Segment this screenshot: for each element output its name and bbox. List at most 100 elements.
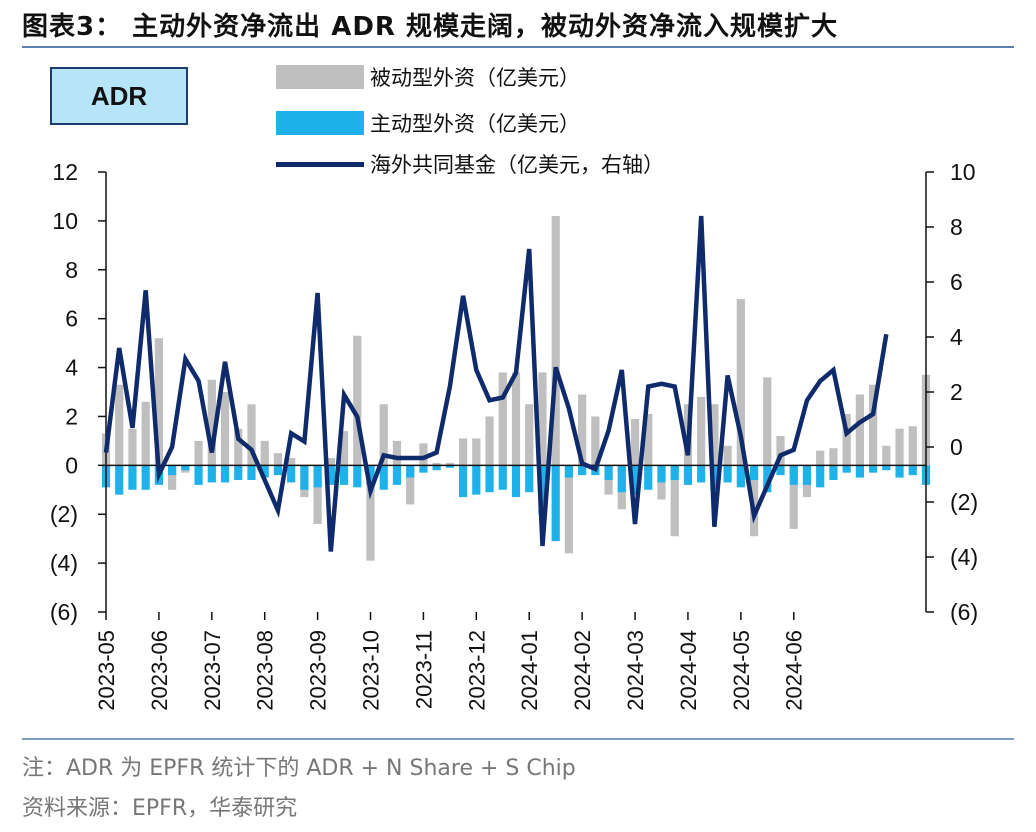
active-bar [392,465,402,485]
active-bar [220,465,230,483]
x-tick-label: 2023-10 [359,630,384,711]
source-note: 资料来源：EPFR，华泰研究 [22,796,298,821]
active-bar [445,465,454,468]
passive-bar [207,379,216,466]
x-tick-label: 2024-05 [729,630,754,711]
passive-bar [538,372,547,466]
passive-bar [392,440,402,466]
active-bar [895,465,904,478]
passive-bar [630,418,640,466]
active-bar [287,465,296,483]
active-bar [498,465,507,490]
x-tick-label: 2023-11 [411,630,436,709]
passive-bar [194,440,203,466]
active-bar [829,465,838,480]
active-bar [313,465,322,488]
active-bar [128,465,137,490]
passive-bar [141,401,150,466]
active-bar [882,465,891,471]
active-bar [578,465,587,476]
active-bar [617,465,626,493]
passive-bar [419,443,428,466]
legend-label-active: 主动型外资（亿美元） [370,112,580,136]
passive-bar [829,448,838,466]
passive-bar [749,465,759,537]
legend-swatch-passive [276,65,364,89]
passive-bar [432,462,441,466]
active-bar [406,465,415,478]
legend-swatch-mutual-fund [276,161,364,167]
active-bar [273,465,283,476]
x-tick-label: 2024-01 [517,630,542,711]
mutual-fund-line-layer [103,215,889,552]
passive-bar [789,465,798,529]
passive-bar [736,299,745,466]
active-bar [366,465,375,485]
passive-bar [445,462,454,466]
active-bar [776,465,785,476]
adr-badge: ADR [50,67,188,125]
passive-bar [723,445,732,466]
passive-bar [525,404,534,466]
active-bar [908,465,917,476]
active-bar [670,465,679,480]
axes [98,171,934,620]
active-bar [168,465,177,476]
legend-item-passive: 被动型外资（亿美元） [276,62,580,92]
active-bar [630,465,640,495]
right-tick-label: (2) [950,489,978,515]
passive-bar [895,428,904,466]
passive-bar [564,465,574,554]
right-tick-label: (6) [950,599,978,625]
right-tick-label: (4) [950,544,978,570]
passive-bar [578,394,587,466]
active-bar [432,465,441,471]
passive-bar [868,384,878,466]
left-tick-label: 8 [65,257,78,283]
footnote: 注：ADR 为 EPFR 统计下的 ADR + N Share + S Chip [22,756,576,781]
title-divider [22,46,1014,48]
legend-label-passive: 被动型外资（亿美元） [370,66,580,90]
footer-divider [22,738,1014,740]
passive-bar [908,426,917,466]
active-bar [181,465,190,471]
active-bar [564,465,574,478]
passive-bar [128,428,137,466]
x-tick-label: 2024-04 [676,630,701,711]
active-bar [511,465,521,498]
x-tick-label: 2023-06 [147,630,172,711]
mutual-fund-line [103,215,889,552]
active-bar [300,465,309,490]
active-bar [551,465,560,542]
x-tick-label: 2024-03 [623,630,648,711]
tick-labels: 12 10 8 6 4 2 0 (2) (4) (6) 10 8 6 4 2 0 (2) (4) (6) 2023-0… [50,159,978,711]
passive-bar [710,404,719,466]
passive-bar [763,377,772,466]
left-tick-label: 6 [65,306,78,332]
active-bar [749,465,759,480]
left-tick-label: 2 [65,403,78,429]
chart-title: 图表3： 主动外资净流出 ADR 规模走阔，被动外资净流入规模扩大 [22,12,838,42]
left-tick-label: 12 [52,159,78,185]
active-bar [458,465,468,498]
passive-bar [776,436,785,466]
passive-bar [366,465,375,561]
left-tick-label: 10 [52,208,78,234]
left-tick-label: (2) [50,501,78,527]
passive-bar [644,414,653,466]
active-bar [683,465,693,485]
passive-bar [458,438,468,466]
active-bar [842,465,851,473]
passive-bar [273,453,283,466]
active-bar [657,465,666,483]
active-bar [604,465,613,480]
left-tick-label: 0 [65,452,78,478]
right-tick-label: 10 [950,159,976,185]
passive-bar [115,384,124,466]
active-bar [353,465,362,488]
active-bar [736,465,745,488]
passive-bar [406,465,415,505]
right-tick-label: 4 [950,324,963,350]
passive-bar [339,431,349,466]
